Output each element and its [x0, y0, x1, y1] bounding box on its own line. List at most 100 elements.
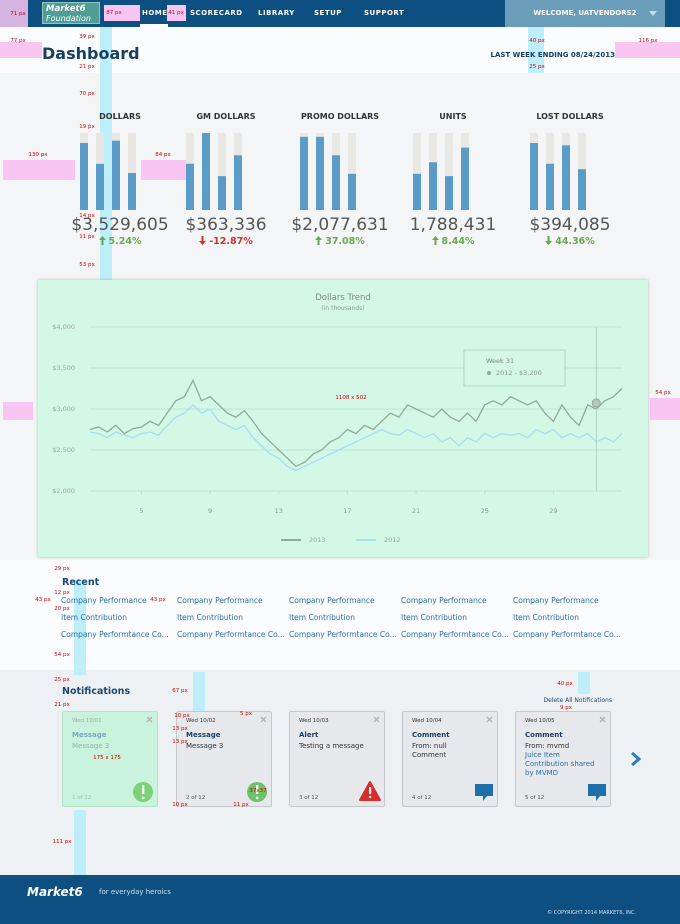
recent-link[interactable]: Item Contribution	[61, 613, 128, 622]
redline-label: 43 px	[35, 597, 51, 603]
change-arrow	[98, 236, 106, 245]
notification-card[interactable]: Wed 10/05 Comment From: mvmd Juice Item Con…	[515, 711, 611, 807]
card-count: 1 of 12	[72, 795, 92, 801]
recent-link[interactable]: Company Performtance Co...	[177, 630, 285, 639]
recent-link[interactable]: Company Performtance Co...	[289, 630, 397, 639]
kpi-title: GM DOLLARS	[196, 112, 256, 121]
tooltip-text: 2012 - $3,200	[496, 369, 542, 377]
redline-label: 40 px	[557, 681, 573, 687]
alert-mark	[369, 787, 372, 794]
kpi-bars	[413, 133, 469, 210]
redline-label: 10 px	[174, 713, 190, 719]
change-arrow	[199, 236, 207, 245]
recent-link[interactable]: Item Contribution	[401, 613, 468, 622]
line-chart: Dollars Trend (in thousands) $2,000 $2,500 $…	[52, 293, 623, 544]
guide-block	[650, 398, 680, 420]
status-mark	[142, 785, 145, 794]
tooltip-box	[463, 349, 566, 387]
recent-link[interactable]: Company Performance	[177, 596, 263, 605]
change-arrow	[545, 236, 553, 245]
redline-label: 116 px	[638, 38, 658, 44]
redline-label: 70 px	[79, 91, 95, 97]
welcome-box[interactable]: WELCOME, UATVENDORS2	[505, 0, 665, 27]
kpi-title: PROMO DOLLARS	[300, 112, 380, 121]
redline-label: 77 px	[10, 38, 26, 44]
y-tick-label: $3,500	[52, 364, 75, 372]
logo[interactable]: Market6 Foundation	[42, 2, 100, 24]
recent-link[interactable]: Company Performtance Co...	[513, 630, 621, 639]
kpi-value: $2,077,631	[291, 215, 389, 235]
notification-card[interactable]: Wed 10/04 Comment From: null Comment 4 of 12	[402, 711, 498, 807]
y-tick-label: $2,500	[52, 446, 75, 454]
card-icons	[133, 716, 153, 802]
arrow-shape	[431, 236, 439, 245]
guide-block	[141, 160, 187, 180]
next-arrow[interactable]	[630, 752, 642, 766]
card-icons	[588, 716, 606, 801]
card-body: Comment	[412, 751, 447, 759]
redline-label: 19 px	[79, 124, 95, 130]
bar	[202, 133, 210, 210]
recent-title: Recent	[62, 577, 100, 588]
change-arrow	[431, 236, 439, 245]
nav-active-underline	[140, 24, 168, 27]
series-line	[89, 378, 623, 468]
tooltip-title: Week 31	[486, 357, 514, 365]
bar	[112, 140, 120, 210]
recent-link[interactable]: Item Contribution	[513, 613, 580, 622]
redline-label: 29 px	[54, 566, 70, 572]
guide-strip	[578, 672, 590, 694]
recent-link[interactable]: Company Performance	[401, 596, 487, 605]
page-title: Dashboard	[42, 44, 140, 63]
recent-link[interactable]: Company Performance	[289, 596, 375, 605]
redline-label: 13 px	[172, 726, 188, 732]
redline-label: 9 px	[560, 705, 572, 711]
kpi-change-value: -12.87%	[209, 236, 253, 247]
bar-track	[445, 133, 453, 210]
redline-label: 54 px	[655, 390, 671, 396]
card-count: 3 of 12	[299, 795, 319, 801]
card-body: Testing a message	[299, 742, 364, 750]
recent-link[interactable]: Item Contribution	[289, 613, 356, 622]
notification-card[interactable]: Wed 10/01 Message Message 3 1 of 12	[62, 711, 158, 807]
status-mark	[141, 796, 145, 800]
copyright: © COPYRIGHT 2014 MARKET6, INC.	[547, 910, 636, 916]
card-date: Wed 10/02	[186, 718, 216, 724]
chart-subtitle: (in thousands)	[321, 305, 364, 312]
guide-block	[3, 160, 75, 180]
kpi-bars	[186, 133, 242, 210]
nav-item[interactable]: SUPPORT	[364, 9, 405, 17]
kpi-change: -12.87%	[166, 236, 286, 247]
nav-item[interactable]: SCORECARD	[190, 9, 243, 17]
close-icon	[260, 716, 267, 723]
nav-item[interactable]: HOME	[142, 9, 168, 17]
notification-card[interactable]: Wed 10/03 Alert Testing a message 3 of 12	[289, 711, 385, 807]
recent-link[interactable]: Company Performance	[513, 596, 599, 605]
recent-link[interactable]: Company Performtance Co...	[61, 630, 169, 639]
legend-label: 2013	[309, 536, 326, 544]
nav-item[interactable]: SETUP	[314, 9, 342, 17]
delete-all-link[interactable]: Delete All Notifications	[543, 697, 612, 704]
bar	[316, 136, 324, 210]
card-count: 2 of 12	[186, 795, 206, 801]
card-title: Message	[186, 731, 221, 739]
footer: Market6 for everyday heroics © COPYRIGHT…	[0, 875, 680, 924]
close-icon	[486, 716, 493, 723]
redline-label: 87 px	[106, 10, 122, 16]
nav-item[interactable]: LIBRARY	[258, 9, 295, 17]
notification-card[interactable]: Wed 10/02 Message Message 3 2 of 12	[176, 711, 272, 807]
comment-icon	[475, 784, 493, 801]
redline-label: 84 px	[155, 152, 171, 158]
recent-link[interactable]: Item Contribution	[177, 613, 244, 622]
redline-label: 37x37	[249, 788, 267, 794]
chart-title: Dollars Trend	[315, 293, 371, 303]
arrow-shape	[315, 236, 323, 245]
bar	[461, 147, 469, 210]
bar	[546, 163, 554, 210]
recent-link[interactable]: Company Performtance Co...	[401, 630, 509, 639]
header-band	[0, 27, 680, 73]
redline-label: 11 px	[233, 802, 249, 808]
recent-link[interactable]: Company Performance	[61, 596, 147, 605]
tooltip-dot	[487, 371, 491, 375]
